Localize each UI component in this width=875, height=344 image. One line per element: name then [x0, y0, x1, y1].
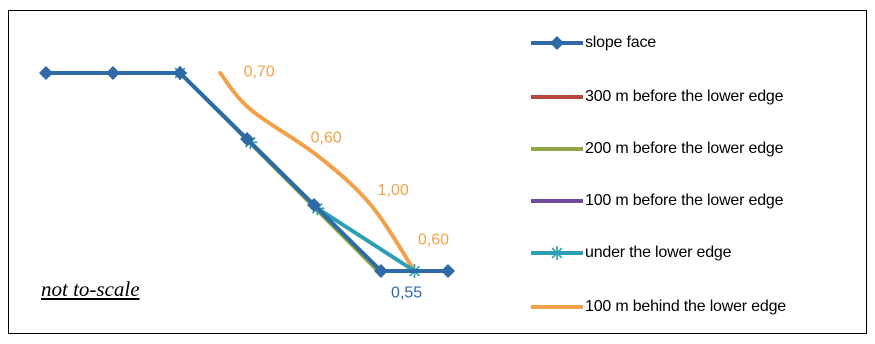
series-under-edge-line	[178, 71, 417, 273]
chart-plot: 0,70 0,60 1,00 0,60 0,55	[39, 63, 455, 301]
slope-face-marker	[441, 264, 455, 278]
value-label: 1,00	[378, 182, 409, 199]
legend-label: 200 m before the lower edge	[585, 140, 784, 157]
slope-face-line	[44, 71, 450, 273]
legend-marker	[550, 246, 564, 260]
slope-face-marker	[307, 198, 321, 212]
slope-face-marker	[39, 66, 53, 80]
legend-label: under the lower edge	[585, 244, 732, 261]
value-label: 0,60	[418, 232, 449, 249]
legend-label: 100 m before the lower edge	[585, 192, 784, 209]
chart-figure: 0,70 0,60 1,00 0,60 0,55 not to-scale slope …	[8, 10, 867, 334]
value-label: 0,70	[244, 63, 275, 80]
legend-label: slope face	[585, 34, 656, 51]
legend-item-series-100m-behind: 100 m behind the lower edge	[531, 297, 786, 317]
slope-face-marker	[106, 66, 120, 80]
legend-swatch	[531, 147, 583, 151]
legend-swatch	[531, 246, 583, 260]
legend-item-series-under-edge: under the lower edge	[531, 243, 732, 263]
legend-marker	[550, 36, 564, 50]
series-100m-behind-line	[218, 71, 417, 273]
legend-item-series-100m-before: 100 m before the lower edge	[531, 191, 783, 211]
legend-label: 300 m before the lower edge	[585, 88, 784, 105]
legend-item-series-300m-before: 300 m before the lower edge	[531, 87, 783, 107]
value-label: 0,55	[391, 284, 422, 301]
slope-face-marker	[240, 132, 254, 146]
legend-swatch	[531, 36, 583, 50]
legend-swatch	[531, 199, 583, 203]
legend-item-slope-face: slope face	[531, 33, 656, 53]
legend-swatch	[531, 95, 583, 99]
slope-face-marker	[173, 66, 187, 80]
legend-label: 100 m behind the lower edge	[585, 298, 786, 315]
scale-note: not to-scale	[41, 277, 140, 301]
value-label: 0,60	[311, 129, 342, 146]
legend-swatch	[531, 305, 583, 309]
slope-face-marker	[374, 264, 388, 278]
legend-item-series-200m-before: 200 m before the lower edge	[531, 139, 783, 159]
